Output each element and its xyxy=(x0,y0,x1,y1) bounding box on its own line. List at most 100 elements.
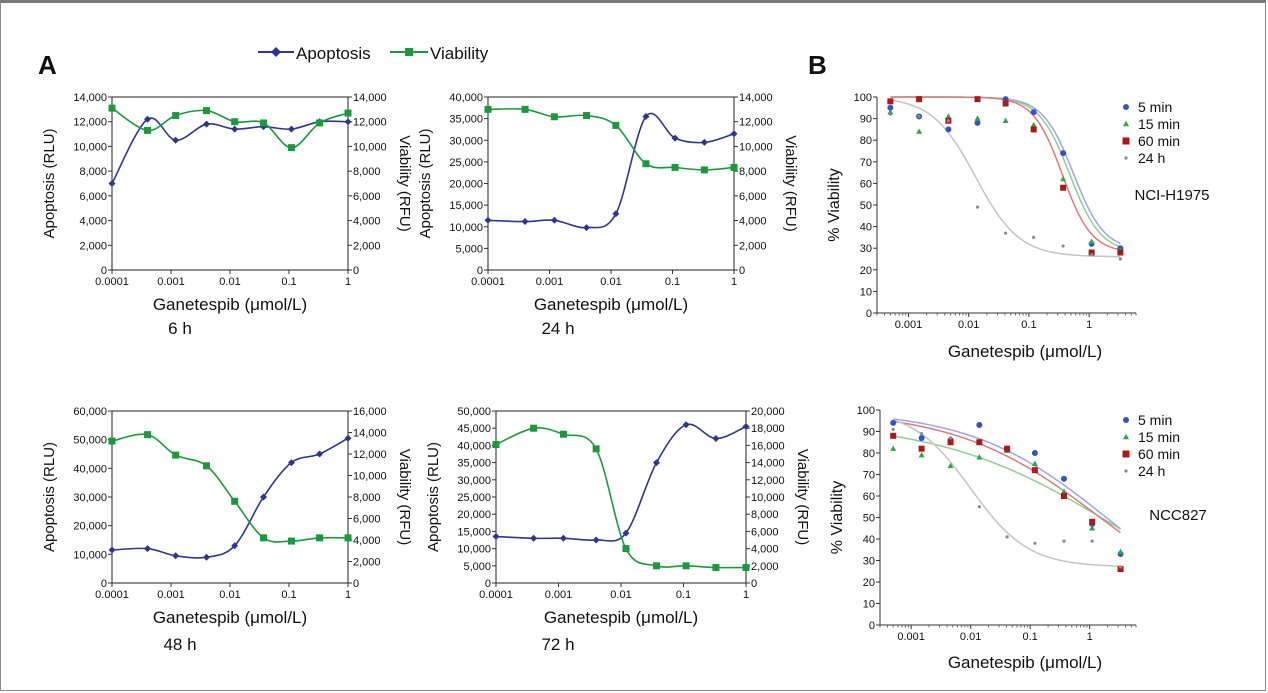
y2-tick-label: 0 xyxy=(353,265,359,277)
x-tick-label: 1 xyxy=(1086,319,1092,331)
point-15min xyxy=(918,451,925,458)
legend-label: 15 min xyxy=(1138,116,1180,132)
y2-tick-label: 14,000 xyxy=(739,92,773,104)
y2-tick-label: 6,000 xyxy=(353,191,381,203)
x-tick-label: 0.001 xyxy=(895,319,923,331)
apoptosis-point xyxy=(108,546,116,554)
y-tick-label: 30 xyxy=(863,556,875,568)
apoptosis-point xyxy=(231,125,239,133)
point-24h xyxy=(1118,565,1123,569)
y-tick-label: 20 xyxy=(863,577,875,589)
point-5min xyxy=(1060,150,1067,157)
point-60min xyxy=(1060,493,1067,499)
point-24h xyxy=(1032,235,1036,239)
chart-caption: 24 h xyxy=(541,319,574,338)
viability-point xyxy=(642,160,650,168)
y2-axis-title: Viability (RFU) xyxy=(794,449,811,545)
x-tick-label: 0.01 xyxy=(219,276,240,288)
point-60min xyxy=(1089,518,1096,525)
viability-point xyxy=(231,497,239,505)
legend-label: 24 h xyxy=(1138,150,1165,166)
x-tick-label: 0.01 xyxy=(610,589,631,601)
chart-caption: 6 h xyxy=(168,319,192,338)
point-5min xyxy=(976,422,983,429)
y2-tick-label: 8,000 xyxy=(353,166,381,178)
x-tick-label: 0.001 xyxy=(157,276,185,288)
y-tick-label: 2,000 xyxy=(79,240,107,252)
viability-point xyxy=(521,105,529,113)
y-axis-title: Apoptosis (RLU) xyxy=(41,442,58,552)
legend-marker-24h xyxy=(1124,469,1128,473)
plot-frame xyxy=(487,96,735,271)
point-24h xyxy=(920,432,924,436)
chart-caption: 72 h xyxy=(541,635,574,654)
point-24h xyxy=(888,112,892,116)
y-tick-label: 0 xyxy=(485,578,491,590)
point-60min xyxy=(1002,100,1009,107)
legend-label: 5 min xyxy=(1138,412,1172,428)
point-24h xyxy=(1005,535,1009,539)
x-tick-label: 0.1 xyxy=(281,276,296,288)
legend-label: 24 h xyxy=(1138,463,1165,479)
y2-tick-label: 20,000 xyxy=(751,406,785,418)
y-tick-label: 35,000 xyxy=(449,114,483,126)
y2-tick-label: 12,000 xyxy=(353,117,387,129)
series-line-viability xyxy=(495,427,747,569)
legend-marker-60min xyxy=(1122,137,1130,145)
viability-point xyxy=(344,534,352,542)
y-tick-label: 60,000 xyxy=(73,406,107,418)
apoptosis-point xyxy=(172,136,180,144)
x-tick-label: 0.001 xyxy=(545,589,573,601)
x-tick-label: 1 xyxy=(731,276,737,288)
fit-curve xyxy=(893,435,1121,530)
chart-caption: 48 h xyxy=(163,635,196,654)
point-60min xyxy=(947,439,954,446)
point-15min xyxy=(1031,460,1038,466)
y-tick-label: 80 xyxy=(860,135,872,147)
viability-point xyxy=(530,424,538,432)
series-line-apoptosis xyxy=(495,423,747,542)
apoptosis-point xyxy=(316,450,324,458)
cell-line-label: NCC827 xyxy=(1149,507,1207,524)
y-tick-label: 40 xyxy=(863,534,875,546)
apoptosis-point xyxy=(592,536,600,544)
y-tick-label: 15,000 xyxy=(457,526,491,538)
fit-curve xyxy=(890,99,1121,258)
fit-curve xyxy=(893,420,1121,534)
x-tick-label: 0.01 xyxy=(219,589,240,601)
apoptosis-point xyxy=(203,553,211,561)
y-tick-label: 20,000 xyxy=(449,179,483,191)
point-60min xyxy=(1117,566,1124,573)
y2-tick-label: 6,000 xyxy=(739,191,767,203)
legend-marker-60min xyxy=(1122,450,1130,458)
apoptosis-point xyxy=(730,130,738,138)
y-tick-label: 40,000 xyxy=(449,92,483,104)
x-axis-title: Ganetespib (μmol/L) xyxy=(153,295,307,314)
x-tick-label: 1 xyxy=(345,276,351,288)
apoptosis-point xyxy=(622,529,630,537)
apoptosis-point xyxy=(144,545,152,553)
y-axis-title: Apoptosis (RLU) xyxy=(425,442,442,552)
apoptosis-point xyxy=(550,216,558,224)
y-tick-label: 70 xyxy=(860,157,872,169)
viability-point xyxy=(492,441,500,449)
series-line-apoptosis xyxy=(111,437,349,559)
point-15min xyxy=(1089,525,1096,531)
y-tick-label: 50 xyxy=(863,513,875,525)
y2-tick-label: 18,000 xyxy=(751,423,785,435)
y-tick-label: 90 xyxy=(860,114,872,126)
y-tick-label: 20,000 xyxy=(73,521,107,533)
viability-point xyxy=(172,112,180,120)
y2-tick-label: 16,000 xyxy=(353,406,387,418)
legend-viability-marker xyxy=(405,48,413,56)
viability-point xyxy=(108,104,116,112)
legend-marker-15min xyxy=(1123,120,1129,127)
viability-point xyxy=(287,537,295,545)
y-tick-label: 40 xyxy=(860,222,872,234)
x-tick-label: 0.01 xyxy=(600,276,621,288)
point-60min xyxy=(887,98,894,105)
x-axis-title: Ganetespib (μmol/L) xyxy=(153,608,307,627)
y2-axis-title: Viability (RFU) xyxy=(396,449,413,545)
y-tick-label: 100 xyxy=(857,405,875,417)
